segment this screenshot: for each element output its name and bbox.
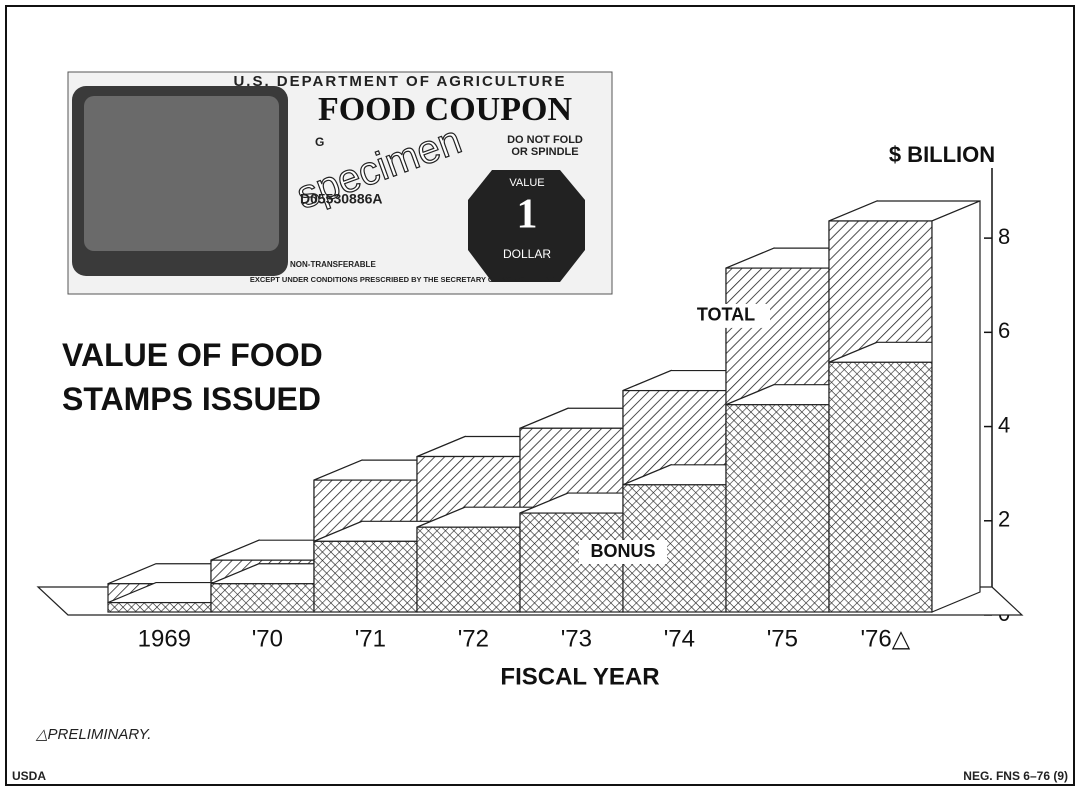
- x-tick-label: '73: [561, 625, 592, 652]
- x-tick-label: '75: [767, 625, 798, 652]
- coupon-letter: G: [315, 135, 324, 149]
- bonus-face: [107, 601, 212, 613]
- x-tick-label: '71: [355, 625, 386, 652]
- coupon-value-badge: [468, 170, 585, 282]
- series-label: BONUS: [590, 541, 655, 561]
- coupon-title: FOOD COUPON: [318, 91, 572, 128]
- note: △PRELIMINARY.: [35, 726, 151, 743]
- y-tick-label: 8: [998, 224, 1010, 249]
- bonus-face: [416, 526, 521, 613]
- bonus-face: [313, 540, 418, 613]
- coupon-value-bottom: DOLLAR: [503, 247, 551, 261]
- total-face: [725, 267, 830, 406]
- coupon-warning: DO NOT FOLD: [507, 134, 583, 146]
- footer-right: NEG. FNS 6–76 (9): [963, 769, 1068, 783]
- series-label-bg: [682, 303, 770, 328]
- x-tick-label: '72: [458, 625, 489, 652]
- coupon-footer: EXCEPT UNDER CONDITIONS PRESCRIBED BY TH…: [250, 275, 554, 284]
- y-tick-label: 6: [998, 318, 1010, 343]
- x-tick-label: '76△: [860, 625, 910, 652]
- coupon-footer: NON-TRANSFERABLE: [290, 260, 376, 269]
- footer-left: USDA: [12, 769, 46, 783]
- coupon-portrait-inner: [84, 96, 279, 251]
- bonus-face: [725, 404, 830, 613]
- y-axis-label: $ BILLION: [889, 142, 995, 167]
- y-tick-label: 2: [998, 507, 1010, 532]
- bonus-face: [828, 361, 933, 613]
- side-face: [931, 200, 981, 613]
- x-tick-label: '70: [252, 625, 283, 652]
- coupon-serial: D05530886A: [300, 191, 383, 207]
- coupon-warning: OR SPINDLE: [511, 146, 578, 158]
- series-label-bg: [579, 540, 667, 564]
- x-tick-label: '74: [664, 625, 695, 652]
- x-axis-label: FISCAL YEAR: [500, 663, 659, 690]
- y-tick-label: 4: [998, 412, 1010, 437]
- coupon: U.S. DEPARTMENT OF AGRICULTURE FOOD COUP…: [67, 71, 613, 295]
- coupon-agency: U.S. DEPARTMENT OF AGRICULTURE: [233, 73, 566, 90]
- total-face: [828, 220, 933, 363]
- x-tick-label: 1969: [138, 625, 191, 652]
- series-label: TOTAL: [697, 305, 755, 325]
- chart-title: VALUE OF FOOD STAMPS ISSUED: [62, 337, 323, 417]
- bonus-face: [210, 583, 315, 613]
- coupon-value-top: VALUE: [509, 177, 544, 189]
- coupon-value: 1: [517, 192, 538, 238]
